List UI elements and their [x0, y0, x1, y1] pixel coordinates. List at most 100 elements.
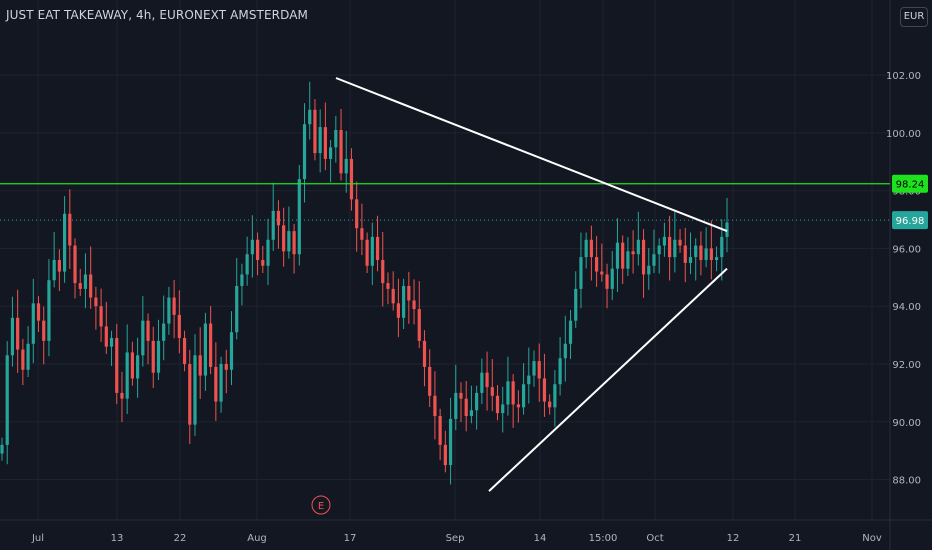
candle-body [396, 303, 401, 318]
candle-body [469, 410, 474, 416]
candle-body [78, 283, 82, 289]
candle-body [125, 352, 129, 399]
candle-body [31, 303, 35, 344]
candle-body [381, 260, 385, 284]
candle-body [511, 381, 515, 405]
y-tick-label: 102.00 [886, 71, 921, 82]
candle-body [532, 361, 536, 376]
candle-body [292, 231, 296, 255]
candle-body [339, 130, 343, 174]
candle-body [475, 392, 479, 411]
candle-body [605, 274, 609, 289]
candle-body [542, 378, 547, 402]
candle-body [454, 392, 458, 419]
candle-body [323, 127, 327, 159]
candle-body [156, 340, 161, 373]
candle-body [177, 314, 181, 338]
candle-body [662, 236, 667, 246]
candle-body [673, 239, 677, 258]
candle-body [318, 127, 322, 154]
candle-body [568, 320, 573, 344]
candle-body [600, 271, 604, 275]
chart-title: JUST EAT TAKEAWAY, 4h, EURONEXT AMSTERDA… [6, 8, 308, 22]
candle-body [209, 323, 213, 367]
x-tick-label: 17 [344, 533, 357, 544]
candle-body [501, 404, 505, 414]
candle-body [261, 260, 265, 266]
candle-body [115, 338, 119, 393]
candle-body [725, 222, 729, 237]
y-tick-label: 90.00 [892, 418, 921, 429]
candle-body [349, 158, 354, 200]
candle-body [130, 352, 134, 379]
candle-body [647, 265, 651, 275]
candle-body [94, 297, 98, 307]
candle-body [109, 338, 114, 347]
candle-body [610, 268, 614, 289]
last-price-badge [892, 211, 928, 230]
candle-body [141, 320, 145, 356]
x-tick-label: 21 [789, 533, 802, 544]
candle-body [709, 248, 713, 260]
candle-body [443, 444, 447, 466]
earnings-marker-label: E [318, 501, 324, 512]
candle-body [485, 372, 489, 388]
candle-body [537, 361, 541, 379]
candle-body [375, 236, 380, 260]
candle-body [417, 309, 421, 341]
candle-body [235, 286, 239, 333]
candle-body [334, 130, 338, 148]
candle-body [47, 280, 51, 341]
candle-body [73, 245, 77, 284]
currency-button[interactable]: EUR [900, 7, 928, 27]
candle-body [240, 274, 244, 286]
candle-body [151, 340, 155, 373]
candle-body [219, 364, 223, 402]
x-tick-label: Nov [862, 533, 882, 544]
candle-body [391, 288, 395, 304]
x-tick-label: 12 [727, 533, 740, 544]
candle-body [355, 199, 359, 229]
x-tick-label: Aug [247, 533, 267, 544]
candle-body [657, 245, 661, 255]
x-tick-label: Oct [646, 533, 663, 544]
x-tick-label: Jul [31, 533, 44, 544]
candle-body [521, 384, 526, 408]
candle-body [266, 239, 270, 266]
candle-body [229, 332, 234, 370]
candle-body [328, 147, 333, 159]
candle-body [699, 245, 703, 260]
candle-body [36, 303, 41, 321]
candle-body [402, 286, 406, 318]
candle-body [276, 210, 281, 226]
candle-body [287, 231, 291, 252]
candle-body [621, 242, 625, 269]
candle-body [224, 364, 228, 370]
y-tick-label: 94.00 [892, 302, 921, 313]
candle-body [203, 323, 208, 376]
candle-body [448, 418, 453, 466]
candle-body [271, 210, 275, 240]
candle-body [302, 124, 307, 180]
candle-body [626, 251, 630, 269]
candle-body [0, 444, 4, 454]
candle-body [506, 381, 510, 405]
y-tick-label: 92.00 [892, 360, 921, 371]
candle-body [198, 355, 202, 376]
candle-body [668, 236, 672, 258]
candle-body [167, 297, 171, 324]
candle-body [584, 239, 588, 258]
resistance-price-label: 98.24 [896, 180, 925, 191]
candle-body [255, 239, 260, 260]
y-tick-label: 96.00 [892, 244, 921, 255]
candle-body [172, 297, 176, 315]
candle-body [615, 242, 620, 269]
candle-body [182, 338, 187, 364]
x-tick-label: Sep [446, 533, 465, 544]
candle-body [42, 320, 46, 341]
candle-body [104, 326, 108, 347]
candle-body [146, 320, 150, 341]
candle-body [193, 355, 197, 425]
